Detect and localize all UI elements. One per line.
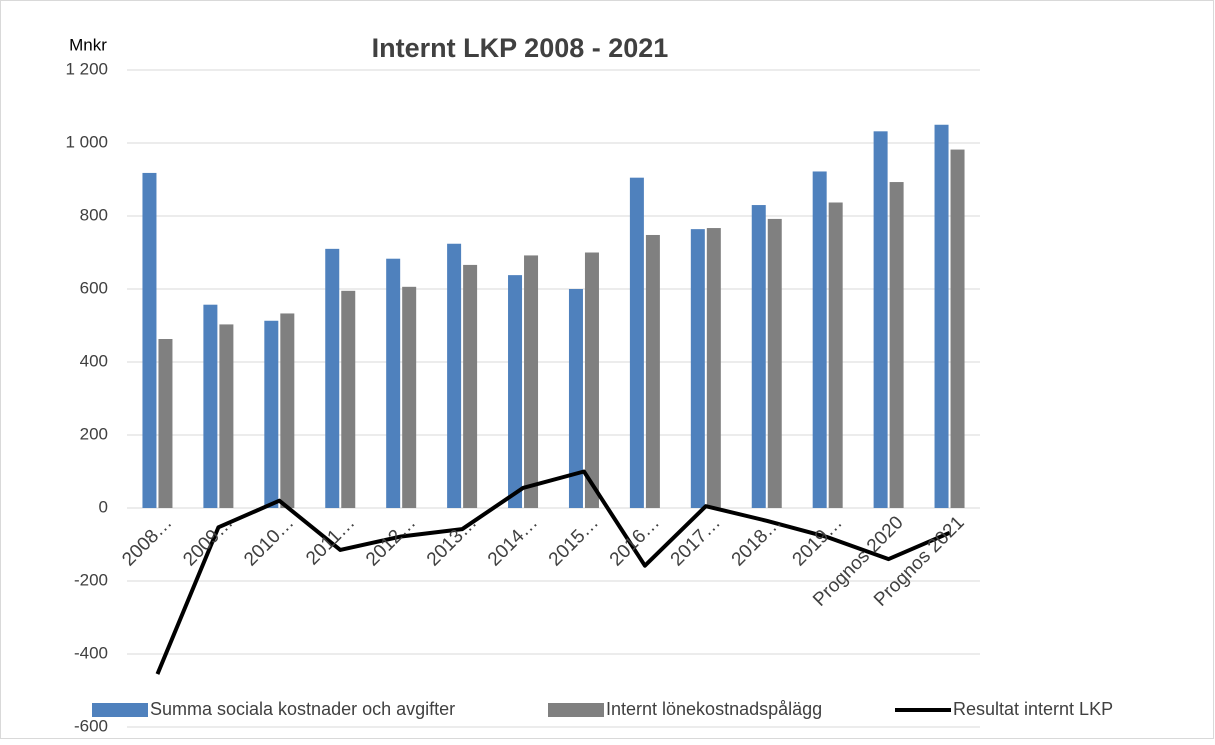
bar [584,252,599,508]
bar [706,228,721,509]
bar [950,149,965,508]
bar [645,234,660,509]
bar [463,264,478,508]
line-series [155,469,951,675]
bar [751,205,766,509]
bar [873,131,888,508]
bar [219,324,234,508]
y-tick-label: -400 [74,643,108,662]
bar [402,286,417,508]
legend-swatch [548,703,604,717]
bar [386,258,401,508]
bar [568,289,583,508]
bar [767,218,782,509]
bar [280,313,295,508]
bar [341,290,356,508]
bar [889,182,904,508]
y-tick-label: 1 200 [65,59,108,78]
legend-label: Internt lönekostnadspålägg [606,699,822,719]
legend-label: Summa sociala kostnader och avgifter [150,699,455,719]
y-tick-label: -200 [74,570,108,589]
y-tick-label: 200 [80,424,108,443]
bar [203,304,218,508]
y-tick-label: 1 000 [65,132,108,151]
y-tick-label: 600 [80,278,108,297]
legend-label: Resultat internt LKP [953,699,1113,719]
bar [934,124,949,508]
bar [690,229,705,508]
y-tick-label: 800 [80,205,108,224]
y-tick-label: 400 [80,351,108,370]
y-tick-label: -600 [74,716,108,735]
bar [447,243,462,509]
chart-title: Internt LKP 2008 - 2021 [372,33,669,63]
bar [264,320,279,508]
bar [325,248,340,508]
bar [142,172,157,508]
y-tick-label: 0 [99,497,108,516]
bar [812,171,827,508]
bar [158,339,173,508]
bar [828,202,843,508]
bar [629,177,644,509]
y-axis-label: Mnkr [69,35,107,54]
legend-swatch [92,703,148,717]
bar [508,275,523,508]
bar [524,255,539,508]
